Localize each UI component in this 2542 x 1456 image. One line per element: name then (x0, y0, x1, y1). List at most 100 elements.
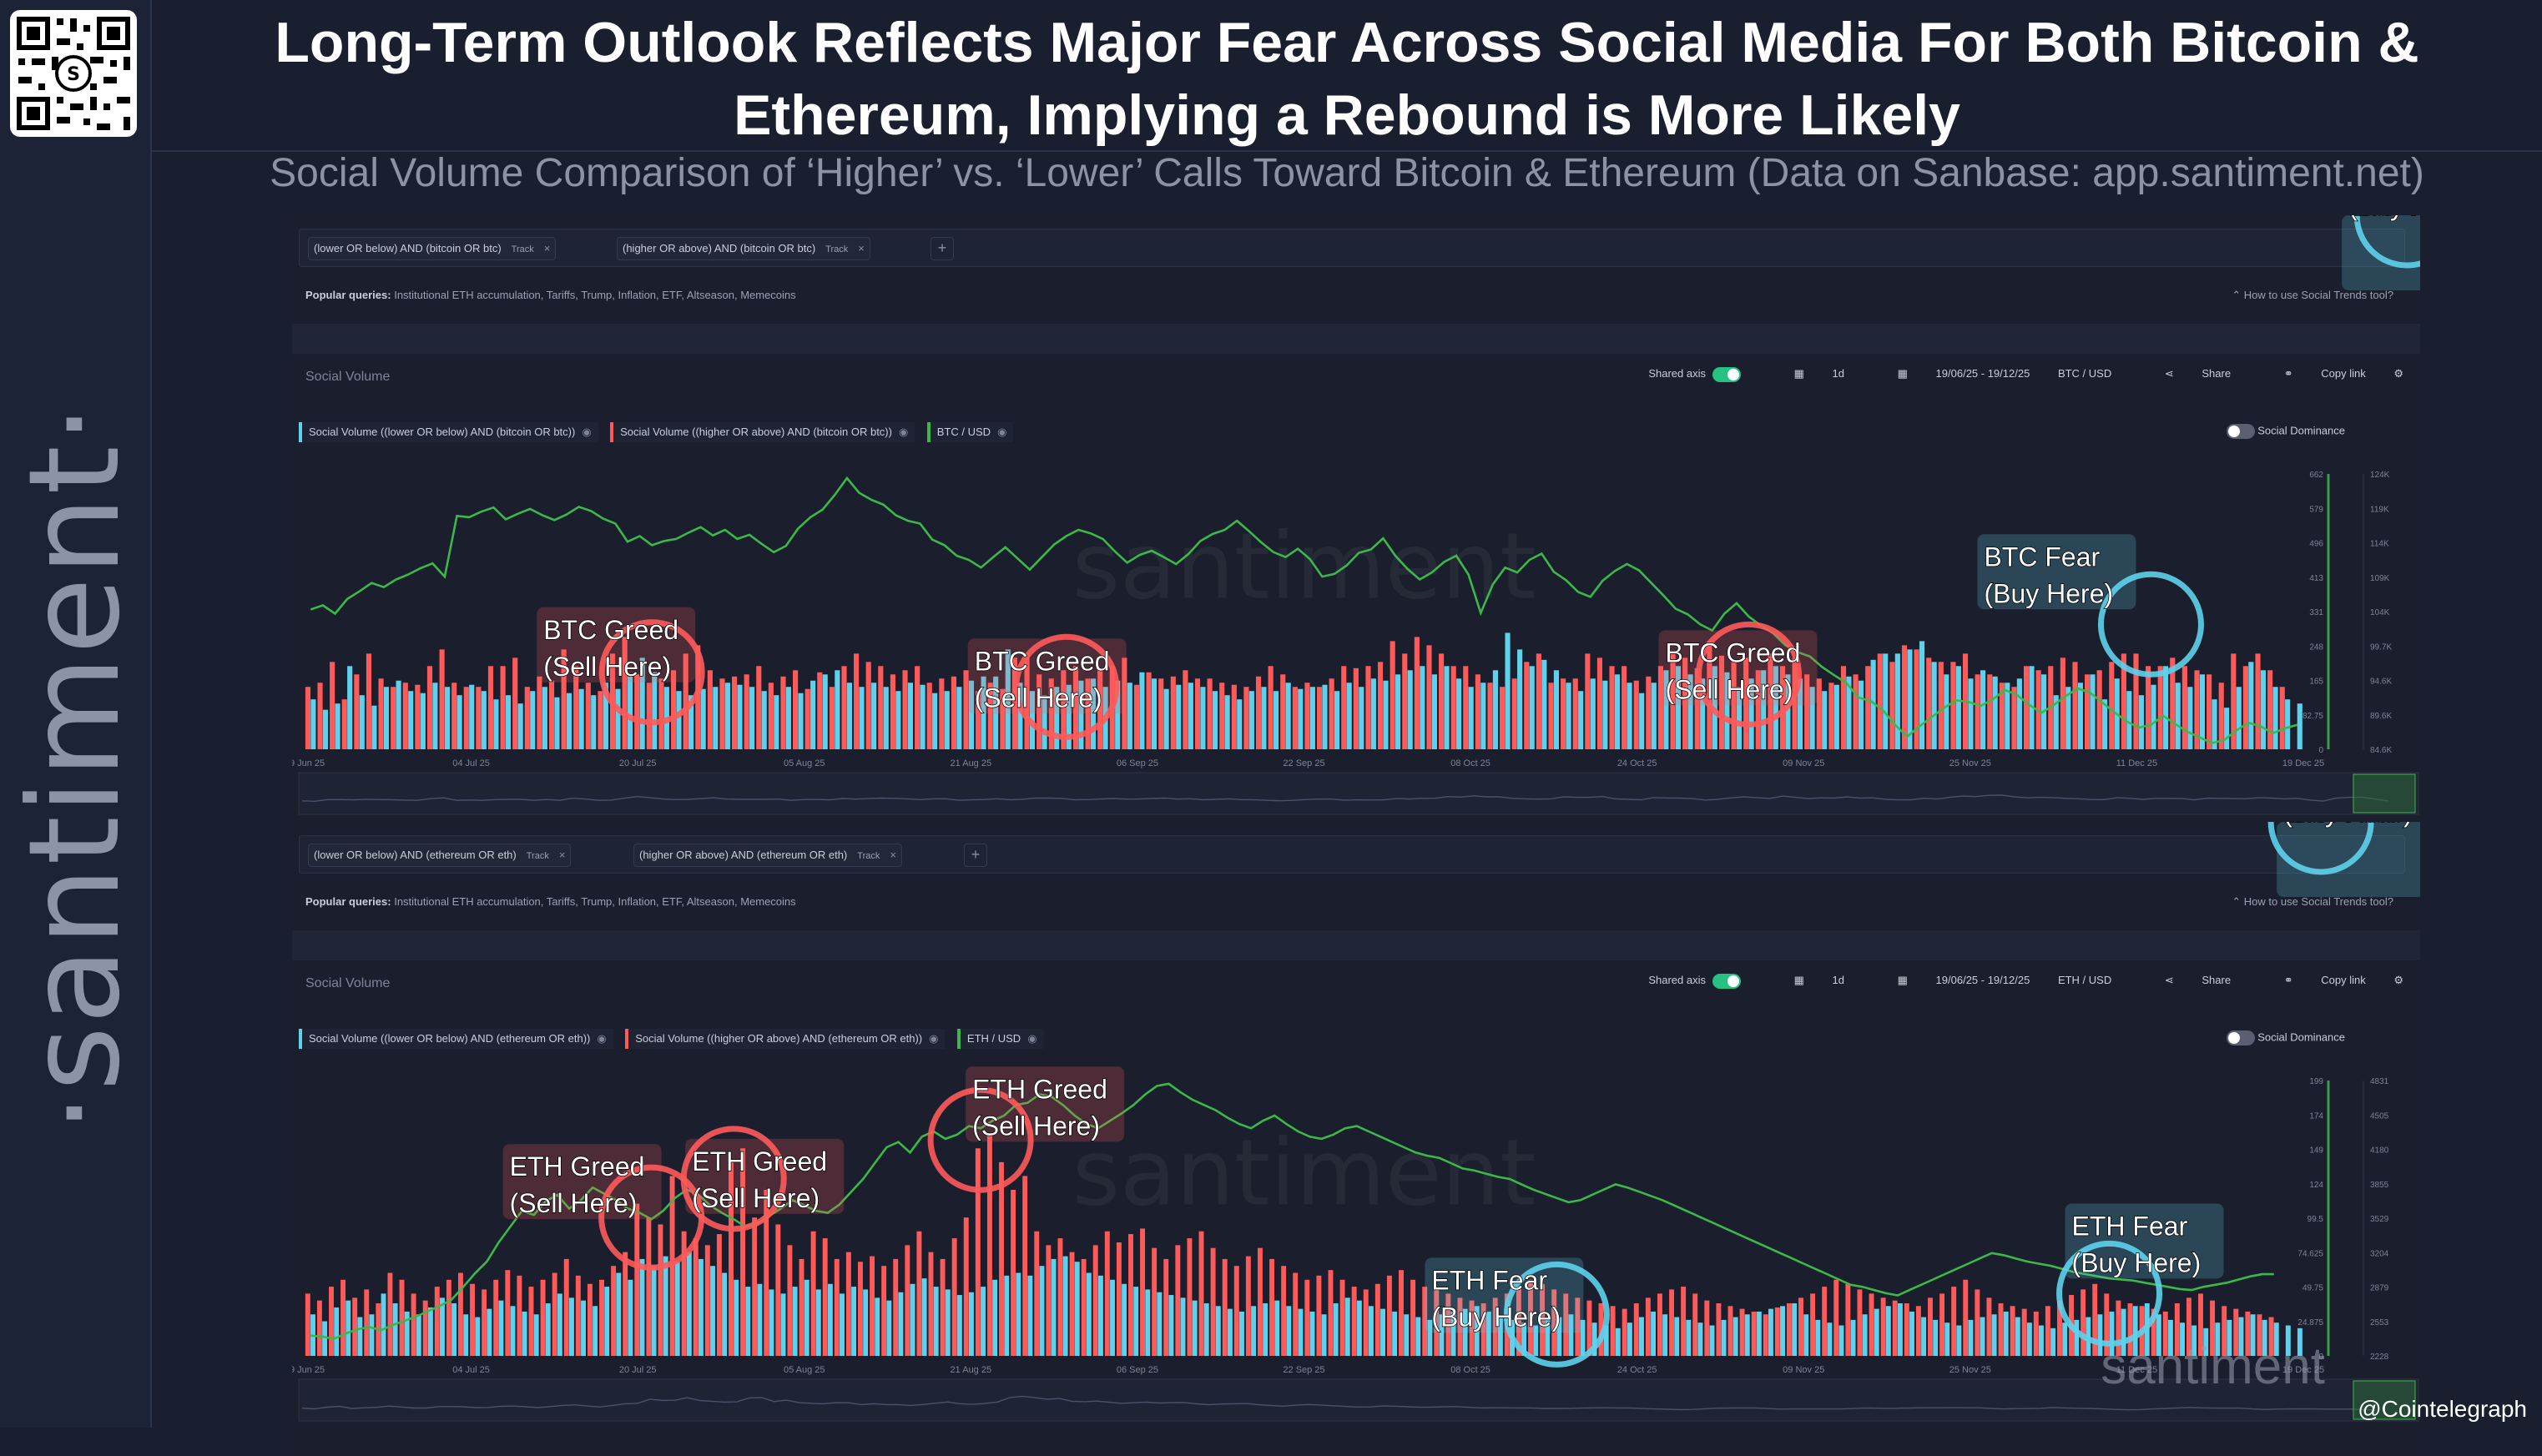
fear-annotation-sub: (Buy Here) (2072, 1247, 2202, 1277)
bar-higher (1572, 678, 1578, 749)
shared-axis-toggle[interactable]: Shared axis (1623, 367, 1741, 382)
annotation-label-bg (967, 638, 1127, 714)
bar-higher (329, 1287, 334, 1356)
bar-lower (676, 691, 682, 749)
bar-lower (1556, 1317, 1562, 1356)
share-button[interactable]: ⋖ Share (2140, 367, 2231, 380)
query-chip-lower[interactable]: (lower OR below) AND (ethereum OR eth) Tr… (308, 844, 572, 867)
fear-annotation-title: ETH Fear (2283, 822, 2399, 828)
bar-lower (1392, 1311, 1398, 1356)
bar-higher (1901, 645, 1908, 749)
copy-link-button[interactable]: ⚭ Copy link (2259, 974, 2366, 986)
settings-gear-icon[interactable]: ⚙ (2393, 974, 2403, 987)
bar-lower (1968, 1319, 1974, 1356)
legend-higher-label: Social Volume ((higher OR above) AND (bi… (620, 426, 892, 438)
date-range-picker[interactable]: ▦ 19/06/25 - 19/12/25 (1873, 367, 2030, 380)
interval-select[interactable]: ▦ 1d (1769, 974, 1844, 986)
eye-icon[interactable]: ◉ (597, 1032, 607, 1045)
x-tick-label: 19 Dec 25 (2282, 1365, 2324, 1375)
pair-select[interactable]: ETH / USD (2057, 974, 2112, 987)
settings-gear-icon[interactable]: ⚙ (2393, 367, 2403, 380)
bar-higher (1880, 1297, 1886, 1356)
eye-icon[interactable]: ◉ (898, 426, 909, 438)
y-right-tick: 119K (2370, 505, 2389, 514)
close-icon[interactable]: × (890, 849, 896, 861)
eye-icon[interactable]: ◉ (929, 1032, 939, 1045)
close-icon[interactable]: × (558, 849, 566, 861)
popular-list[interactable]: Institutional ETH accumulation, Tariffs,… (394, 895, 796, 908)
brand-sidebar: S ·santiment· (0, 0, 152, 1428)
track-button[interactable]: Track (825, 244, 849, 254)
bar-lower (2191, 1325, 2197, 1356)
bar-higher (870, 1256, 875, 1356)
bar-lower (827, 1283, 833, 1356)
shared-axis-toggle[interactable]: Shared axis (1623, 974, 1741, 989)
annotation-label-bg (502, 1144, 662, 1220)
popular-list[interactable]: Institutional ETH accumulation, Tariffs,… (394, 289, 796, 301)
how-to-link[interactable]: ⌃ How to use Social Trends tool? (2232, 289, 2393, 302)
bar-lower (2175, 683, 2181, 749)
eye-icon[interactable]: ◉ (582, 426, 592, 438)
bar-higher (1563, 1293, 1569, 1356)
close-icon[interactable]: × (858, 242, 865, 254)
legend-lower[interactable]: Social Volume ((lower OR below) AND (bit… (299, 422, 598, 442)
query-chip-higher[interactable]: (higher OR above) AND (bitcoin OR btc) Tr… (617, 237, 870, 260)
copy-link-button[interactable]: ⚭ Copy link (2259, 367, 2366, 380)
bar-lower (369, 1314, 375, 1356)
bar-lower (798, 693, 804, 749)
bar-lower (1991, 1314, 1997, 1356)
toggle-icon[interactable] (2226, 424, 2255, 439)
social-dominance-toggle[interactable]: Social Dominance (2220, 424, 2345, 439)
bar-higher (1704, 1300, 1710, 1356)
legend-lower[interactable]: Social Volume ((lower OR below) AND (eth… (299, 1029, 613, 1049)
bar-higher (1540, 1283, 1546, 1356)
bar-lower (804, 1279, 810, 1356)
bar-lower (1027, 1275, 1033, 1356)
track-button[interactable]: Track (857, 851, 880, 861)
legend-higher[interactable]: Social Volume ((higher OR above) AND (bi… (610, 422, 915, 442)
social-dominance-toggle[interactable]: Social Dominance (2220, 1030, 2345, 1045)
add-query-button[interactable]: + (964, 844, 987, 867)
bar-higher (775, 1224, 781, 1356)
bar-higher (366, 653, 372, 749)
bar-lower (591, 695, 597, 749)
track-button[interactable]: Track (526, 851, 549, 861)
bar-lower (1097, 1275, 1103, 1356)
bar-higher (975, 1148, 981, 1356)
share-button[interactable]: ⋖ Share (2140, 974, 2231, 986)
query-chip-lower[interactable]: (lower OR below) AND (bitcoin OR btc) Tra… (308, 237, 557, 260)
bar-higher (1622, 666, 1627, 749)
close-icon[interactable]: × (543, 242, 551, 254)
bar-lower (1603, 1325, 1609, 1356)
bar-lower (1724, 672, 1730, 749)
legend-higher[interactable]: Social Volume ((higher OR above) AND (et… (625, 1029, 946, 1049)
bar-lower (1931, 662, 1937, 749)
greed-annotation-title: ETH Greed (972, 1074, 1107, 1104)
bar-higher (1194, 678, 1201, 749)
toggle-icon[interactable] (1712, 367, 1741, 382)
legend-price[interactable]: BTC / USD ◉ (926, 422, 1014, 442)
bar-lower (652, 672, 658, 749)
bar-higher (378, 678, 384, 749)
query-chip-higher[interactable]: (higher OR above) AND (ethereum OR eth) T… (633, 844, 902, 867)
toggle-icon[interactable] (2226, 1030, 2255, 1045)
add-query-button[interactable]: + (931, 237, 954, 260)
bar-higher (2207, 674, 2212, 749)
how-to-link[interactable]: ⌃ How to use Social Trends tool? (2232, 895, 2393, 909)
bar-higher (1293, 1272, 1299, 1356)
bar-lower (663, 1256, 668, 1356)
date-range-picker[interactable]: ▦ 19/06/25 - 19/12/25 (1873, 974, 2030, 986)
pair-select[interactable]: BTC / USD (2057, 367, 2112, 380)
bar-higher (752, 1217, 758, 1356)
eye-icon[interactable]: ◉ (997, 426, 1007, 438)
legend-price[interactable]: ETH / USD ◉ (956, 1029, 1044, 1049)
bar-higher (670, 670, 677, 749)
bar-higher (2233, 1308, 2239, 1356)
bar-higher (517, 1275, 522, 1356)
bar-lower (992, 1279, 998, 1356)
y-right-tick: 104K (2370, 608, 2390, 617)
eye-icon[interactable]: ◉ (1027, 1032, 1037, 1045)
interval-select[interactable]: ▦ 1d (1769, 367, 1844, 380)
toggle-icon[interactable] (1712, 974, 1741, 989)
track-button[interactable]: Track (511, 244, 534, 254)
